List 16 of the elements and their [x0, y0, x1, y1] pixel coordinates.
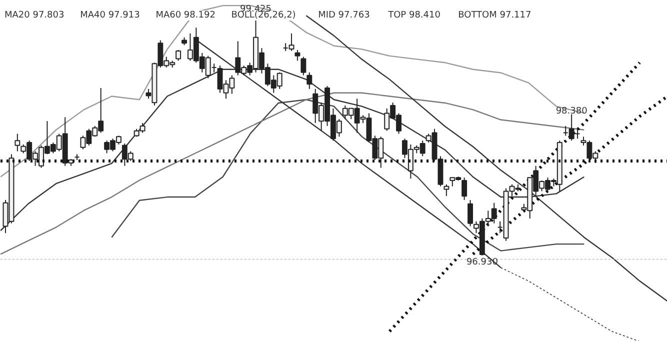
annotation: BOTTOM 97.117: [458, 10, 532, 20]
annotation: MID 97.763: [318, 10, 370, 20]
candlestick: [462, 177, 468, 200]
annotation: BOLL(26,26,2): [231, 10, 296, 20]
candlestick: [176, 49, 182, 62]
annotation: MA20 97.803: [4, 10, 64, 20]
annotation: 98.380: [556, 106, 588, 116]
candlestick: [14, 133, 20, 152]
candlestick: [444, 184, 450, 197]
candlestick: [294, 49, 300, 62]
candlestick: [306, 72, 312, 90]
annotation: MA60 98.192: [156, 10, 216, 20]
annotation: MA40 97.913: [80, 10, 140, 20]
candlestick: [300, 56, 306, 76]
annotation: TOP 98.410: [387, 10, 441, 20]
candlestick: [468, 199, 474, 227]
